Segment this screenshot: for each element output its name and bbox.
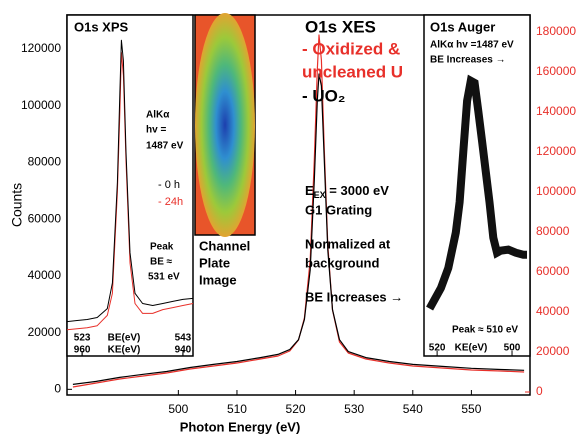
y2-tick-label: 120000 (536, 144, 576, 158)
annotation: 531 eV (148, 272, 180, 283)
x-tick-label: 540 (403, 402, 423, 416)
y2-tick-label: 60000 (536, 264, 570, 278)
y2-tick-label: 100000 (536, 184, 576, 198)
y-tick-label: 120000 (21, 41, 61, 55)
legend-entry: - UO₂ (302, 86, 345, 105)
annotation: Plate (199, 255, 230, 270)
x-tick-label: 550 (461, 402, 481, 416)
y-tick-label: 100000 (21, 98, 61, 112)
y2-tick-label: 40000 (536, 304, 570, 318)
y2-tick-label: 160000 (536, 64, 576, 78)
y2-tick-label: 20000 (536, 344, 570, 358)
annotation: G1 Grating (305, 202, 372, 217)
annotation-part: EX (314, 190, 326, 200)
y2-tick-label: 0 (536, 384, 543, 398)
annotation: Normalized at (305, 236, 391, 251)
annotation: O1s XES (305, 17, 376, 36)
x-tick-label: 500 (504, 343, 521, 354)
annotation: background (305, 255, 379, 270)
y2-tick-label: 180000 (536, 24, 576, 38)
y-tick-label: 80000 (28, 155, 62, 169)
annotation: BE Increases → (430, 55, 506, 66)
annotation: BE Increases → (305, 289, 403, 304)
x2-tick-label: 960 (74, 345, 91, 356)
annotation: Peak (150, 242, 174, 253)
x2-axis-title: KE(eV) (108, 345, 141, 356)
annotation: 1487 eV (146, 141, 184, 152)
x-tick-label: 510 (227, 402, 247, 416)
y-tick-label: 40000 (28, 268, 62, 282)
x-tick-label: 523 (74, 333, 91, 344)
x-tick-label: 520 (429, 343, 446, 354)
legend-entry: uncleaned U (302, 62, 403, 81)
x-tick-label: 520 (286, 402, 306, 416)
annotation: Channel (199, 238, 250, 253)
image-spot (195, 13, 255, 237)
annotation: BE ≈ (150, 257, 173, 268)
x-axis-title: BE(eV) (108, 333, 141, 344)
legend-entry: - 0 h (158, 179, 180, 191)
y-tick-label: 0 (54, 382, 61, 396)
x2-tick-label: 940 (175, 345, 192, 356)
annotation: Peak ≈ 510 eV (452, 325, 518, 336)
annotation: Image (199, 272, 237, 287)
y-tick-label: 60000 (28, 211, 62, 225)
legend-entry: - Oxidized & (302, 39, 400, 58)
x-tick-label: 530 (344, 402, 364, 416)
x-axis-title: KE(eV) (455, 343, 488, 354)
annotation-part: = 3000 eV (326, 183, 390, 198)
x-tick-label: 500 (168, 402, 188, 416)
y2-tick-label: 140000 (536, 104, 576, 118)
annotation: AlKα hv =1487 eV (430, 40, 514, 51)
y2-tick-label: 80000 (536, 224, 570, 238)
y-tick-label: 20000 (28, 325, 62, 339)
annotation-part: E (305, 183, 314, 198)
plot-frame (424, 15, 530, 356)
legend-entry: - 24h (158, 196, 183, 208)
annotation: hv = (146, 125, 166, 136)
y-axis-title: Counts (9, 183, 25, 227)
auger-inset: 520 500 KE(eV) (424, 15, 530, 356)
chart: 500 510 520 530 540 550 0 20000 40000 60000 80000 1… (0, 0, 587, 437)
annotation: AlKα (146, 110, 170, 121)
page: 500 510 520 530 540 550 0 20000 40000 60000 80000 1… (0, 0, 587, 437)
inset-title: O1s Auger (430, 19, 495, 34)
inset-title: O1s XPS (74, 19, 129, 34)
x-axis-title: Photon Energy (eV) (180, 419, 301, 434)
channel-plate-image (195, 13, 255, 237)
x-tick-label: 543 (175, 333, 192, 344)
